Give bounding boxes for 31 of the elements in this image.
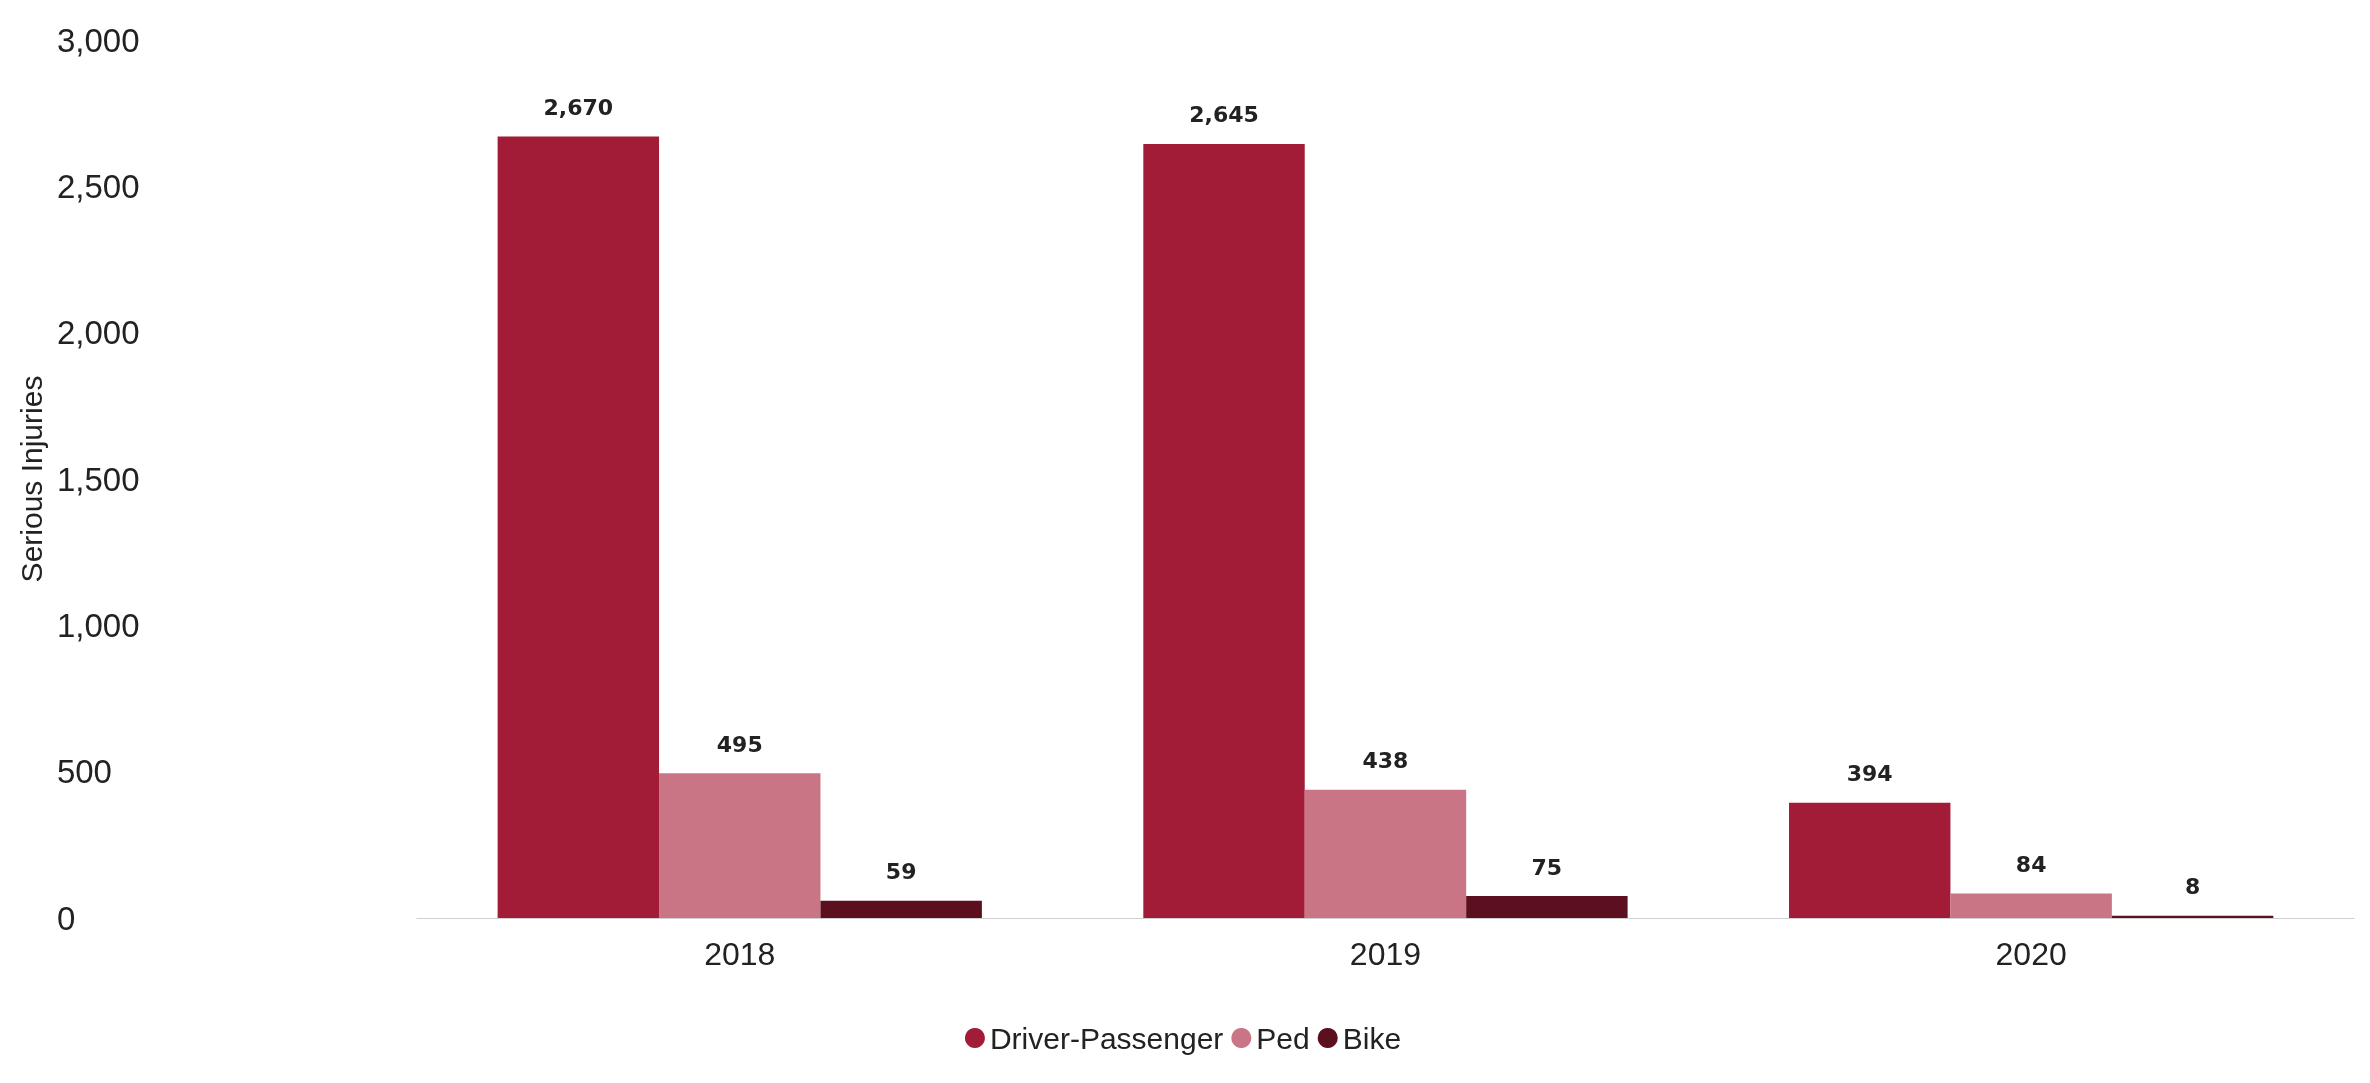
data-label: 8 bbox=[2184, 874, 2201, 900]
x-tick-label: 2018 bbox=[704, 936, 776, 972]
y-axis-title: Serious Injuries bbox=[14, 375, 48, 583]
x-tick-label: 2019 bbox=[1349, 936, 1422, 972]
bar bbox=[1143, 143, 1305, 918]
data-label: 59 bbox=[885, 859, 917, 885]
legend-label: Driver-Passenger bbox=[989, 1021, 1224, 1055]
bar bbox=[820, 900, 982, 918]
y-tick-label: 500 bbox=[56, 753, 112, 791]
data-label: 495 bbox=[716, 731, 763, 757]
bar bbox=[497, 136, 660, 918]
bar bbox=[1950, 893, 2112, 918]
bar bbox=[1304, 789, 1467, 918]
legend-label: Bike bbox=[1342, 1021, 1402, 1055]
data-label: 84 bbox=[2015, 851, 2047, 877]
bar bbox=[659, 773, 821, 918]
data-label: 2,645 bbox=[1189, 102, 1259, 128]
data-label: 394 bbox=[1846, 761, 1893, 787]
data-label: 2,670 bbox=[543, 95, 614, 121]
legend-label: Ped bbox=[1256, 1021, 1310, 1055]
y-tick-label: 1,000 bbox=[56, 606, 140, 644]
data-label: 75 bbox=[1531, 854, 1563, 880]
y-tick-label: 2,500 bbox=[56, 167, 140, 205]
x-tick-label: 2020 bbox=[1995, 936, 2067, 972]
y-tick-label: 0 bbox=[56, 899, 76, 937]
y-tick-label: 3,000 bbox=[56, 21, 140, 59]
bar bbox=[1466, 896, 1628, 918]
y-tick-label: 1,500 bbox=[56, 460, 140, 498]
bar bbox=[1789, 802, 1951, 918]
data-label: 438 bbox=[1362, 748, 1409, 774]
y-tick-label: 2,000 bbox=[56, 314, 140, 352]
